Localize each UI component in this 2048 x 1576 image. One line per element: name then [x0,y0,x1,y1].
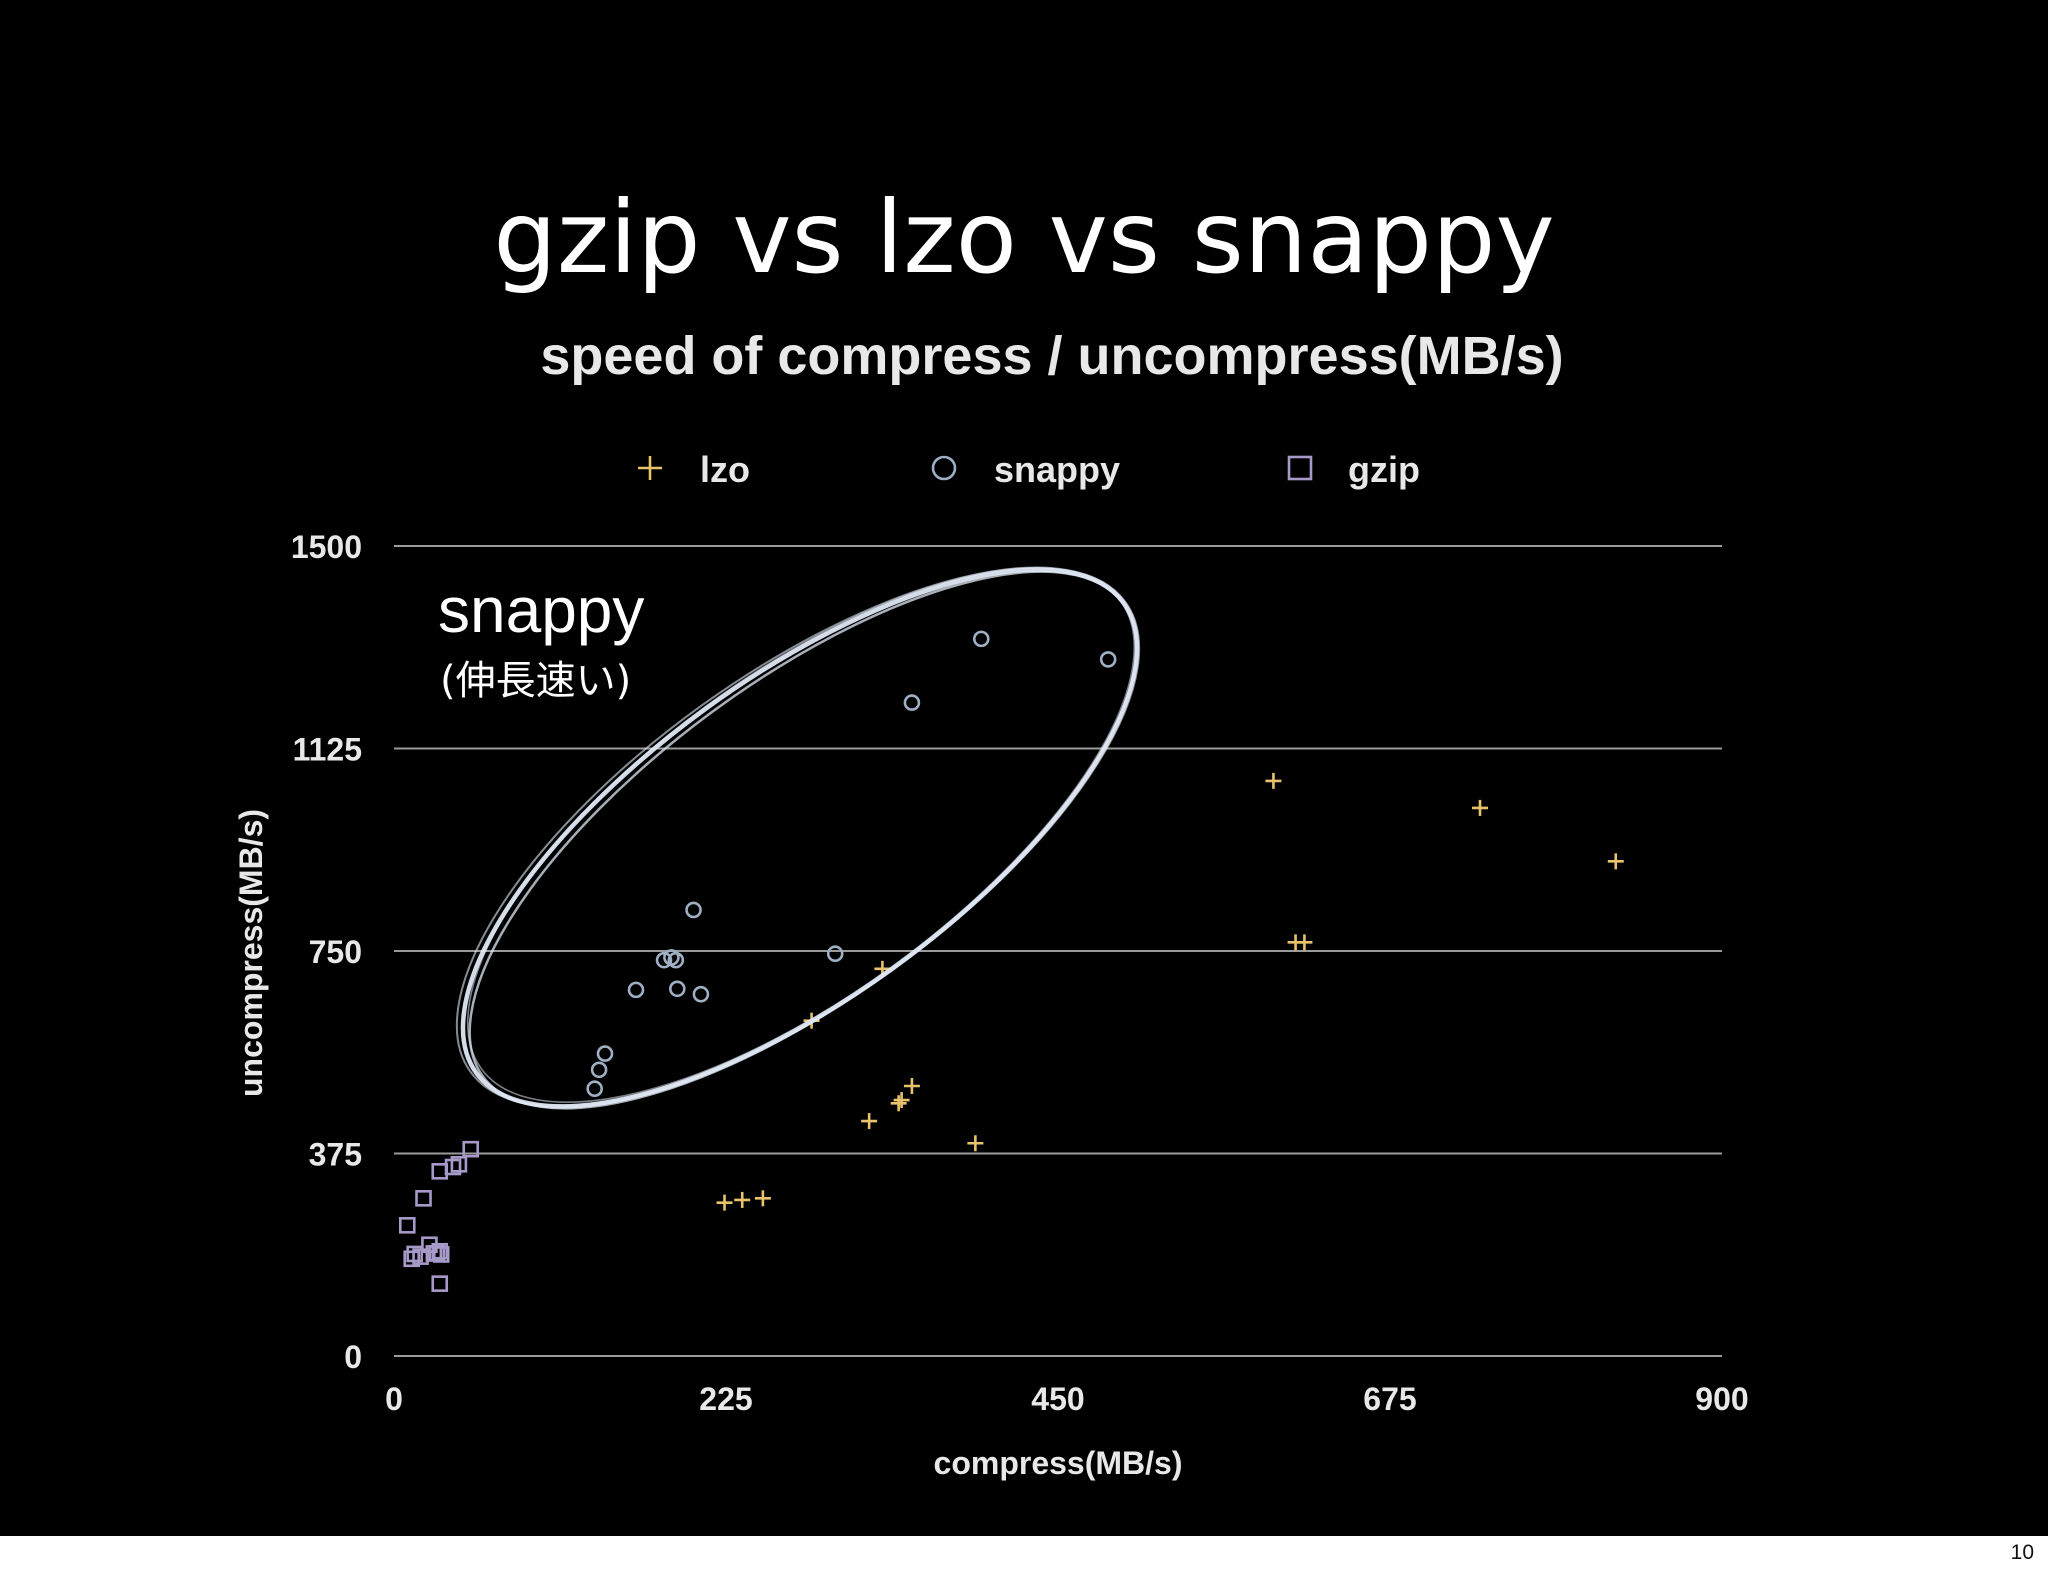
legend: lzo snappy gzip [638,449,1420,490]
footer-bar [0,1536,2048,1576]
y-tick-label: 375 [309,1137,362,1173]
snappy-point [826,945,844,963]
y-axis-ticks: 0 375 750 1125 1500 [291,529,362,1375]
annotation-note: (伸長速い) [440,658,631,704]
annotation-label: snappy [438,574,644,646]
snappy-legend-marker [931,455,957,481]
page-number: 10 [2010,1541,2034,1564]
y-tick-label: 1500 [291,529,362,565]
lzo-point [890,1095,907,1112]
lzo-point [893,1092,910,1109]
snappy-point [669,980,686,998]
lzo-point [1265,772,1282,789]
gzip-point [432,1246,450,1263]
highlight-stroke [455,566,1141,1108]
snappy-point [586,1080,603,1097]
snappy-point [1099,651,1117,668]
gzip-point [431,1275,449,1292]
gzip-square-icon [1287,455,1313,481]
gzip-point [398,1217,416,1234]
legend-label-lzo: lzo [700,449,750,490]
snappy-circle-icon [931,455,957,481]
chart-title: speed of compress / uncompress(MB/s) [540,326,1563,386]
x-axis-ticks: 0 225 450 675 900 [385,1381,1749,1417]
gzip-point [403,1250,421,1268]
snappy-point [655,951,673,969]
x-tick-label: 900 [1695,1381,1748,1417]
lzo-point [967,1135,984,1152]
highlight-stroke [466,567,1136,1103]
legend-item-gzip: gzip [1287,449,1420,490]
slide-title: gzip vs lzo vs snappy [493,179,1554,296]
data-points [398,630,1624,1292]
snappy-point [590,1061,608,1079]
x-tick-label: 450 [1031,1381,1084,1417]
gridlines [394,545,1722,1357]
x-tick-label: 0 [385,1381,403,1417]
lzo-point [1296,934,1313,951]
gzip-point [431,1163,449,1180]
lzo-point [734,1191,751,1208]
gzip-point [431,1242,449,1260]
y-tick-label: 0 [344,1339,362,1375]
snappy-highlight-ellipse [455,566,1141,1110]
snappy-point [972,630,990,648]
snappy-point [685,901,702,919]
lzo-plus-icon [638,456,662,480]
gzip-point [450,1156,468,1173]
x-tick-label: 675 [1363,1381,1416,1417]
snappy-point [692,985,710,1003]
lzo-point [861,1113,878,1130]
lzo-point [754,1190,771,1207]
snappy-point [627,981,645,999]
lzo-legend-marker [638,456,662,480]
x-axis-label: compress(MB/s) [934,1445,1183,1481]
lzo-point [903,1078,920,1094]
lzo-point [1607,853,1624,870]
legend-label-snappy: snappy [994,449,1120,490]
y-tick-label: 750 [309,934,362,970]
legend-item-lzo: lzo [638,449,750,490]
snappy-point [667,951,685,969]
lzo-point [1472,799,1489,816]
lzo-point [716,1194,733,1211]
legend-item-snappy: snappy [931,449,1120,490]
scatter-chart: gzip vs lzo vs snappy speed of compress … [233,179,1749,1481]
slide: gzip vs lzo vs snappy speed of compress … [233,179,1749,1481]
x-tick-label: 225 [699,1381,752,1417]
y-axis-label: uncompress(MB/s) [233,809,269,1097]
snappy-point [596,1045,614,1062]
gzip-legend-marker [1287,455,1313,481]
snappy-point [903,694,921,711]
gzip-point [415,1190,432,1207]
y-tick-label: 1125 [293,732,362,768]
legend-label-gzip: gzip [1348,449,1420,490]
gzip-point [462,1140,480,1158]
